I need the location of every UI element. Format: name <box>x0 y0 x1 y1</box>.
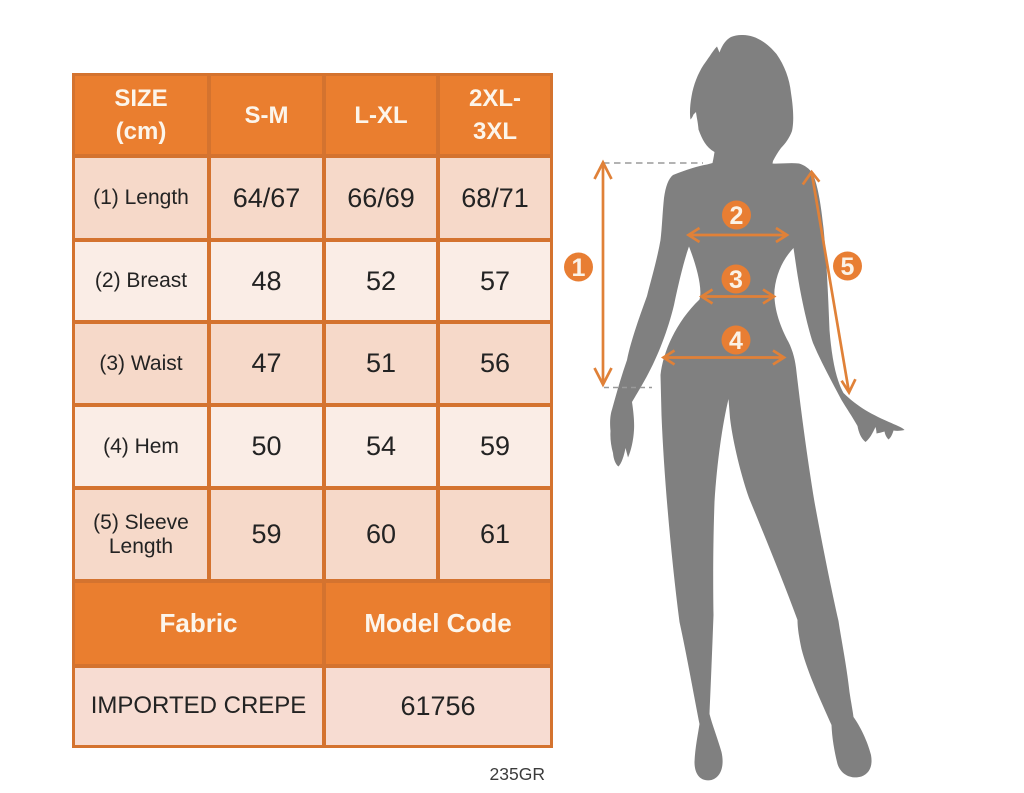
svg-text:1: 1 <box>572 254 586 282</box>
svg-text:5: 5 <box>841 253 855 281</box>
svg-text:3: 3 <box>729 266 743 294</box>
svg-text:2: 2 <box>730 202 744 230</box>
svg-text:4: 4 <box>729 327 743 355</box>
